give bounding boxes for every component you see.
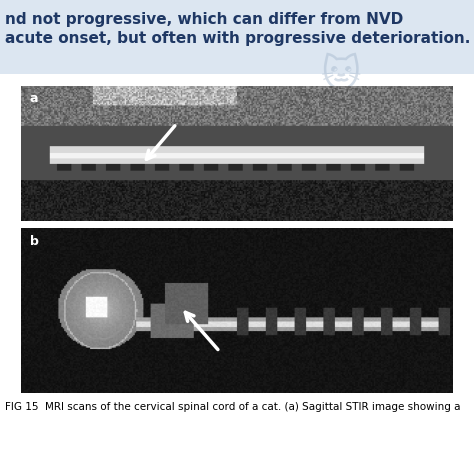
Text: a: a (30, 92, 38, 106)
Text: FIG 15  MRI scans of the cervical spinal cord of a cat. (a) Sagittal STIR image : FIG 15 MRI scans of the cervical spinal … (5, 402, 460, 412)
Text: 🐱: 🐱 (321, 57, 362, 95)
Text: acute onset, but often with progressive deterioration.: acute onset, but often with progressive … (5, 31, 470, 46)
Text: b: b (30, 235, 39, 248)
FancyBboxPatch shape (0, 0, 474, 74)
Text: nd not progressive, which can differ from NVD: nd not progressive, which can differ fro… (5, 12, 403, 27)
